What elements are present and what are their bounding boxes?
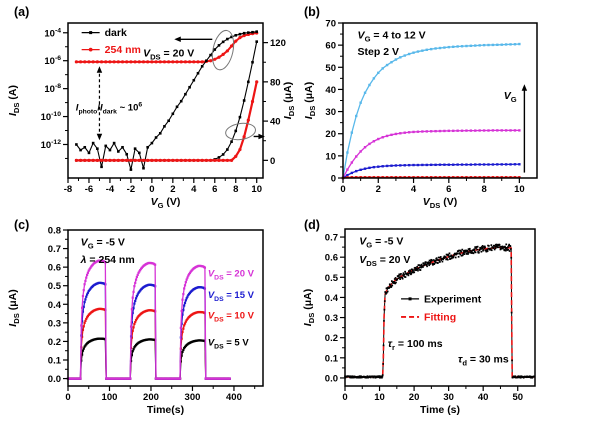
svg-text:-4: -4 — [106, 184, 115, 195]
svg-text:Experiment: Experiment — [424, 293, 482, 305]
svg-text:(c): (c) — [14, 218, 29, 232]
svg-text:10: 10 — [374, 392, 385, 403]
svg-text:10: 10 — [514, 184, 525, 195]
svg-text:0.6: 0.6 — [325, 253, 338, 264]
svg-text:(b): (b) — [304, 5, 320, 19]
svg-text:VDS = 20 V: VDS = 20 V — [143, 47, 194, 61]
svg-text:VG (V): VG (V) — [151, 196, 181, 210]
svg-text:IDS (μA): IDS (μA) — [302, 289, 316, 326]
svg-text:0.5: 0.5 — [325, 273, 339, 284]
svg-text:200: 200 — [143, 392, 159, 403]
svg-text:4: 4 — [191, 184, 197, 195]
svg-text:VDS = 10 V: VDS = 10 V — [208, 310, 255, 323]
svg-text:(d): (d) — [304, 218, 320, 232]
svg-text:0.3: 0.3 — [48, 318, 61, 329]
svg-text:0.0: 0.0 — [325, 373, 338, 384]
svg-text:(a): (a) — [14, 5, 29, 19]
svg-text:120: 120 — [270, 38, 286, 49]
svg-text:0.1: 0.1 — [48, 356, 62, 367]
svg-text:10: 10 — [325, 151, 336, 162]
svg-text:10-8: 10-8 — [44, 83, 61, 95]
svg-text:0: 0 — [65, 392, 70, 403]
svg-text:Time (s): Time (s) — [420, 404, 460, 416]
svg-text:VDS = 20 V: VDS = 20 V — [208, 269, 255, 282]
svg-text:IDS (μA): IDS (μA) — [7, 289, 21, 326]
svg-text:4: 4 — [411, 184, 417, 195]
svg-text:0: 0 — [270, 156, 275, 167]
svg-text:Time(s): Time(s) — [147, 404, 184, 416]
panel-d-single-cycle-fit: 0 10 20 30 40 50 0.0 0.1 0.2 0.3 0.4 0.5 0.6 0.7 Time … — [302, 218, 536, 416]
svg-text:0: 0 — [340, 184, 345, 195]
svg-text:20: 20 — [325, 129, 336, 140]
svg-text:0.7: 0.7 — [325, 233, 338, 244]
svg-text:80: 80 — [270, 77, 281, 88]
svg-text:0.3: 0.3 — [325, 313, 338, 324]
svg-text:0.8: 0.8 — [48, 226, 61, 237]
svg-text:0: 0 — [149, 184, 154, 195]
svg-text:0.5: 0.5 — [48, 281, 62, 292]
svg-text:30: 30 — [325, 107, 336, 118]
svg-text:0.1: 0.1 — [325, 353, 339, 364]
svg-text:VG = -5 V: VG = -5 V — [81, 237, 125, 251]
svg-text:VDS = 15 V: VDS = 15 V — [208, 290, 255, 303]
svg-text:40: 40 — [478, 392, 489, 403]
svg-text:20: 20 — [409, 392, 420, 403]
svg-text:254 nm: 254 nm — [105, 44, 141, 56]
svg-text:2: 2 — [376, 184, 381, 195]
svg-text:50: 50 — [512, 392, 523, 403]
svg-text:0: 0 — [342, 392, 347, 403]
svg-text:VDS = 20 V: VDS = 20 V — [359, 254, 410, 268]
svg-text:8: 8 — [233, 184, 238, 195]
svg-text:40: 40 — [325, 85, 336, 96]
svg-text:Fitting: Fitting — [424, 311, 456, 323]
svg-text:τd = 30 ms: τd = 30 ms — [458, 353, 509, 367]
svg-text:0.2: 0.2 — [325, 333, 338, 344]
svg-text:0.4: 0.4 — [48, 300, 62, 311]
svg-text:dark: dark — [105, 27, 127, 39]
svg-text:-8: -8 — [64, 184, 72, 195]
svg-text:VG: VG — [504, 90, 517, 104]
svg-text:10-4: 10-4 — [44, 27, 61, 39]
svg-text:0.6: 0.6 — [48, 263, 61, 274]
svg-text:-2: -2 — [127, 184, 135, 195]
svg-text:30: 30 — [443, 392, 454, 403]
svg-text:300: 300 — [185, 392, 201, 403]
svg-text:IDS (μA): IDS (μA) — [282, 82, 296, 119]
svg-text:10: 10 — [251, 184, 262, 195]
svg-text:6: 6 — [212, 184, 217, 195]
svg-text:0.7: 0.7 — [48, 244, 61, 255]
svg-text:10-6: 10-6 — [44, 55, 61, 67]
svg-text:100: 100 — [102, 392, 118, 403]
svg-text:400: 400 — [226, 392, 242, 403]
panel-a-transfer-curves: -8 -6 -4 -2 0 2 4 6 8 10 10-4 10-6 10-8 10-10 10-12 0 40… — [7, 5, 296, 210]
svg-text:0.2: 0.2 — [48, 337, 61, 348]
svg-text:τr = 100 ms: τr = 100 ms — [388, 338, 443, 352]
panel-c-photoresponse-cycles: VDS = 5 V VDS = 10 V VDS = 15 V VDS = 20 V 0… — [7, 218, 264, 416]
svg-text:VDS = 5 V: VDS = 5 V — [208, 337, 250, 350]
svg-text:0.4: 0.4 — [325, 293, 339, 304]
svg-text:VDS (V): VDS (V) — [423, 196, 458, 210]
svg-text:VG = -5 V: VG = -5 V — [359, 236, 403, 250]
svg-text:10-12: 10-12 — [41, 139, 62, 151]
svg-text:IDS (μA): IDS (μA) — [303, 82, 317, 119]
panel-b-output-curves: 0 2 4 6 8 10 0 10 20 30 40 50 60 70 VDS (V) IDS (μA) (b)… — [303, 5, 538, 210]
svg-text:50: 50 — [325, 63, 336, 74]
svg-text:VG = 4 to 12 V: VG = 4 to 12 V — [358, 30, 426, 44]
svg-text:0: 0 — [331, 174, 336, 185]
svg-text:0.0: 0.0 — [48, 374, 61, 385]
svg-text:10-10: 10-10 — [41, 111, 62, 123]
svg-text:40: 40 — [270, 117, 281, 128]
svg-text:6: 6 — [446, 184, 451, 195]
svg-text:IDS (A): IDS (A) — [7, 85, 21, 116]
svg-text:-6: -6 — [85, 184, 93, 195]
svg-text:λ = 254 nm: λ = 254 nm — [80, 254, 135, 266]
svg-text:60: 60 — [325, 41, 336, 52]
svg-text:8: 8 — [481, 184, 486, 195]
svg-text:70: 70 — [325, 19, 336, 30]
svg-text:Iphoto/Idark ~ 106: Iphoto/Idark ~ 106 — [76, 102, 143, 116]
svg-text:Step 2 V: Step 2 V — [358, 46, 399, 58]
svg-text:2: 2 — [170, 184, 175, 195]
